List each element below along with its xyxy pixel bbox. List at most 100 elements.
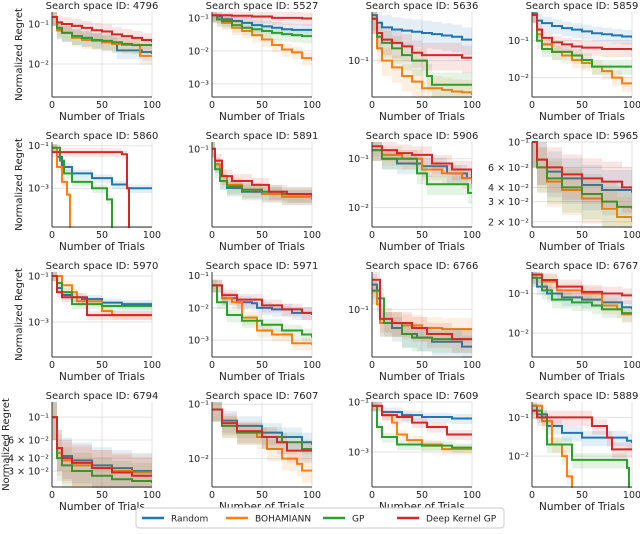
x-tick-label: 100 [463, 230, 481, 241]
plot-area [52, 272, 152, 322]
series-line-bohamiann [52, 146, 71, 228]
series-line-gp [212, 14, 312, 38]
y-tick-label: 10⁻¹ [28, 272, 49, 283]
x-tick-label: 0 [529, 490, 535, 501]
x-tick-label: 0 [369, 230, 375, 241]
confidence-band-random [212, 279, 312, 323]
x-axis-label: Number of Trials [59, 241, 145, 253]
x-axis-label: Number of Trials [539, 501, 625, 513]
x-tick-label: 0 [49, 360, 55, 371]
confidence-band-random [372, 402, 472, 426]
legend-label: BOHAMIANN [255, 515, 311, 525]
y-axis-label: Normalized Regret [1, 398, 12, 491]
legend-label: Random [171, 515, 208, 525]
series-line-random [532, 12, 632, 38]
y-tick-label: 10⁻² [348, 203, 369, 214]
plot-area [52, 144, 152, 228]
confidence-band-deep-kernel-gp [532, 12, 632, 59]
y-tick-label: 10⁻³ [188, 336, 209, 347]
subplot-title: Search space ID: 4796 [46, 1, 159, 12]
x-axis-label: Number of Trials [219, 371, 305, 383]
y-tick-label: 10⁻¹ [188, 271, 209, 282]
x-tick-label: 100 [623, 490, 640, 501]
y-tick-label: 10⁻¹ [508, 138, 529, 149]
series-line-deep-kernel-gp [372, 278, 472, 341]
series-line-gp [532, 276, 632, 315]
y-tick-label: 4 × 10⁻² [488, 183, 529, 194]
series-line-deep-kernel-gp [532, 13, 632, 51]
subplot-7: 0 50 100 10⁻¹ 10⁻² Search space ID: 5906 Numbe… [348, 131, 481, 253]
legend-item-gp: GP [323, 515, 365, 525]
y-tick-label: 10⁻¹ [28, 413, 49, 424]
plot-area [372, 142, 472, 204]
confidence-band-gp [532, 142, 632, 228]
legend-item-deep-kernel-gp: Deep Kernel GP [397, 515, 497, 525]
series-line-gp [212, 147, 312, 197]
legend-item-bohamiann: BOHAMIANN [226, 515, 311, 525]
series-line-gp [52, 146, 113, 228]
y-tick-label: 2 × 10⁻² [488, 217, 529, 228]
x-tick-label: 0 [529, 230, 535, 241]
subplot-title: Search space ID: 5859 [526, 1, 639, 12]
y-tick-label: 10⁻³ [28, 318, 49, 329]
series-line-random [532, 404, 632, 443]
subplot-16: 0 50 100 10⁻¹ 10⁻² Search space ID: 5889 Numbe… [508, 391, 640, 513]
subplot-title: Search space ID: 6767 [526, 261, 639, 272]
legend-box [135, 507, 505, 529]
subplot-title: Search space ID: 5971 [206, 261, 319, 272]
x-tick-label: 100 [463, 490, 481, 501]
x-tick-label: 50 [96, 230, 108, 241]
x-tick-label: 100 [463, 100, 481, 111]
x-axis-label: Number of Trials [59, 111, 145, 123]
plot-area [532, 12, 632, 92]
x-tick-label: 0 [369, 490, 375, 501]
x-tick-label: 0 [49, 490, 55, 501]
subplot-title: Search space ID: 7609 [366, 391, 479, 402]
y-tick-label: 10⁻¹ [508, 413, 529, 424]
confidence-band-bohamiann [372, 12, 472, 98]
x-tick-label: 50 [256, 100, 268, 111]
x-tick-label: 0 [529, 100, 535, 111]
subplot-5: 0 50 100 10⁻¹ 10⁻³ Search space ID: 5860 Numbe… [14, 131, 161, 253]
confidence-band-deep-kernel-gp [372, 272, 472, 353]
y-tick-label: 3 × 10⁻² [488, 197, 529, 208]
x-tick-label: 50 [256, 490, 268, 501]
confidence-band-gp [532, 403, 632, 488]
subplot-title: Search space ID: 5970 [46, 261, 159, 272]
x-tick-label: 50 [96, 100, 108, 111]
x-tick-label: 100 [303, 360, 321, 371]
x-tick-label: 100 [623, 230, 640, 241]
y-tick-label: 10⁻¹ [508, 289, 529, 300]
x-tick-label: 0 [369, 100, 375, 111]
confidence-band-gp [212, 12, 312, 45]
plot-area [532, 402, 632, 488]
subplot-title: Search space ID: 6766 [366, 261, 479, 272]
legend: Random BOHAMIANN GP Deep Kernel GP [135, 507, 505, 529]
x-tick-label: 50 [256, 230, 268, 241]
y-axis-label: Normalized Regret [14, 138, 25, 231]
confidence-band-bohamiann [372, 279, 472, 343]
x-axis-label: Number of Trials [59, 371, 145, 383]
series-line-random [212, 14, 312, 31]
subplot-2: 0 50 100 10⁻¹ 10⁻² 10⁻³ Search space ID: 5527 N… [188, 1, 321, 123]
y-tick-label: 10⁻¹ [28, 141, 49, 152]
y-tick-label: 4 × 10⁻² [8, 454, 49, 465]
confidence-band-random [532, 402, 632, 452]
x-axis-label: Number of Trials [379, 241, 465, 253]
confidence-band-gp [372, 279, 472, 354]
x-axis-label: Number of Trials [539, 241, 625, 253]
x-tick-label: 0 [369, 360, 375, 371]
subplot-12: 0 50 100 10⁻¹ 10⁻² Search space ID: 6767 Numbe… [508, 261, 640, 383]
x-tick-label: 50 [416, 360, 428, 371]
series-line-gp [532, 409, 630, 488]
series-line-bohamiann [532, 13, 632, 85]
x-tick-label: 100 [303, 490, 321, 501]
x-tick-label: 0 [209, 100, 215, 111]
plot-area [212, 142, 312, 209]
confidence-band-deep-kernel-gp [52, 148, 152, 228]
x-tick-label: 0 [49, 230, 55, 241]
confidence-band-bohamiann [532, 142, 632, 228]
y-tick-label: 10⁻³ [188, 79, 209, 90]
